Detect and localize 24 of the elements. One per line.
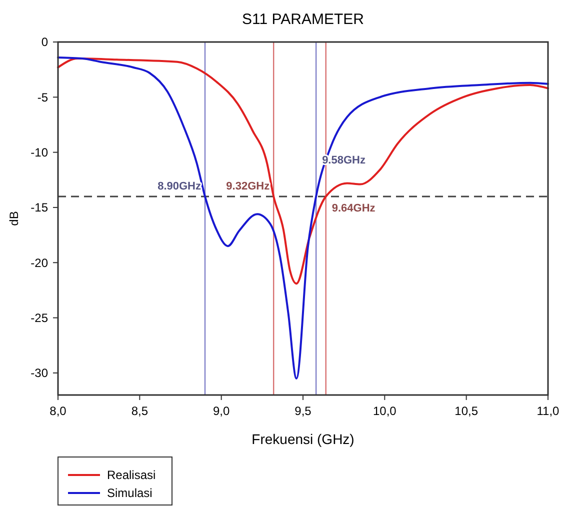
chart-title: S11 PARAMETER [242,11,364,28]
x-tick-label: 10,0 [372,404,397,418]
y-tick-label: -10 [30,146,48,160]
x-tick-label: 8,0 [50,404,67,418]
y-tick-label: 0 [41,35,48,50]
y-tick-label: -15 [30,200,48,215]
x-tick-label: 8,5 [131,404,148,418]
x-axis-title: Frekuensi (GHz) [252,431,354,447]
x-tick-label: 10,5 [454,404,478,418]
y-axis-title: dB [7,211,21,226]
ref-line-label: 9.64GHz [332,202,376,214]
x-tick-label: 9,5 [294,404,312,418]
ref-line-label: 9.32GHz [226,180,270,192]
y-tick-label: -20 [30,256,48,270]
line-series [57,58,549,285]
line-series [57,56,549,380]
x-tick-label: 9,0 [212,404,230,418]
y-tick-label: -30 [30,366,48,380]
y-tick-label: -5 [37,90,48,104]
x-tick-label: 11,0 [536,404,560,418]
legend-label: Realisasi [107,468,156,482]
ref-line-label: 8.90GHz [158,180,202,192]
y-tick-label: -25 [30,310,48,325]
legend-label: Simulasi [107,486,152,500]
